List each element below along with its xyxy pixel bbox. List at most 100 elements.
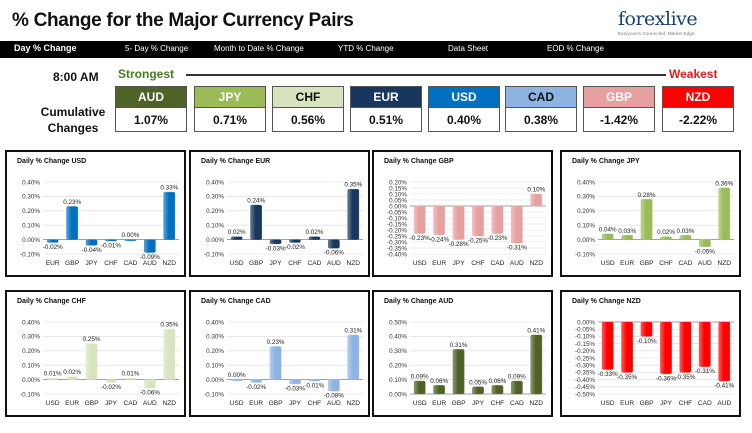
- data-label: -0.02%: [43, 244, 63, 251]
- logo-brand: forexlive: [618, 8, 698, 30]
- x-tick-label: CAD: [307, 260, 321, 267]
- x-tick-label: CHF: [288, 260, 302, 267]
- data-label: -0.31%: [507, 245, 527, 252]
- bar-rect: [144, 379, 156, 389]
- bar-cad: [679, 235, 692, 240]
- bar-cad: [124, 239, 137, 241]
- y-tick-label: -0.30%: [575, 363, 595, 370]
- currency-box-usd: USD 0.40%: [428, 86, 500, 134]
- bar-rect: [452, 349, 465, 395]
- nav-month-to-date[interactable]: Month to Date % Change: [214, 44, 304, 53]
- y-tick-label: -0.35%: [575, 370, 595, 377]
- x-tick-label: EUR: [432, 260, 446, 267]
- y-tick-label: 0.40%: [577, 179, 595, 186]
- data-label: 0.35%: [344, 182, 362, 189]
- bar-jpy: [472, 386, 484, 395]
- currency-value: 0.71%: [194, 108, 266, 132]
- bar-gbp: [250, 204, 262, 240]
- currency-value: 0.56%: [272, 108, 344, 132]
- y-tick-label: 0.00%: [206, 377, 224, 384]
- y-tick-label: -0.50%: [575, 391, 595, 398]
- x-tick-label: EUR: [432, 400, 446, 407]
- bar-rect: [530, 193, 543, 207]
- y-tick-label: 0.05%: [389, 197, 407, 204]
- nav-ytd-change[interactable]: YTD % Change: [338, 44, 394, 53]
- y-tick-label: 0.10%: [389, 377, 407, 384]
- x-tick-label: GBP: [452, 400, 467, 407]
- x-tick-label: CHF: [659, 260, 673, 267]
- y-tick-label: 0.20%: [206, 208, 224, 215]
- currency-name: EUR: [350, 86, 422, 108]
- bar-rect: [621, 235, 633, 240]
- bar-usd: [413, 205, 426, 234]
- bar-rect: [433, 385, 445, 395]
- bar-usd: [601, 321, 614, 370]
- nav-data-sheet[interactable]: Data Sheet: [448, 44, 489, 53]
- chart-panel-2: Daily % Change EUR -0.10% 0.00% 0.10% 0.20% 0…: [189, 150, 370, 277]
- bar-rect: [640, 199, 653, 240]
- bar-cad: [511, 380, 523, 395]
- y-tick-label: 0.50%: [389, 319, 407, 326]
- chart-panel-7: Daily % Change AUD 0.00% 0.10% 0.20% 0.30% 0.…: [372, 290, 553, 417]
- bar-rect: [289, 239, 301, 243]
- bar-rect: [250, 204, 262, 240]
- y-tick-label: -0.20%: [387, 227, 407, 234]
- logo-tagline: Everyone's Connected. Market Edge.: [618, 31, 696, 36]
- y-tick-label: 0.40%: [206, 179, 224, 186]
- currency-value: 0.40%: [428, 108, 500, 132]
- y-tick-label: -0.05%: [387, 209, 407, 216]
- data-label: 0.06%: [488, 378, 506, 385]
- x-tick-label: NZD: [347, 400, 361, 407]
- y-tick-label: -0.45%: [575, 384, 595, 391]
- forexlive-logo[interactable]: forexlive Everyone's Connected. Market E…: [618, 8, 738, 38]
- bar-gbp: [452, 349, 465, 395]
- bar-cad: [308, 236, 321, 240]
- data-label: 0.28%: [638, 192, 656, 199]
- data-label: 0.02%: [305, 229, 323, 236]
- x-tick-label: AUD: [698, 260, 712, 267]
- bar-rect: [601, 321, 614, 370]
- bar-aud: [144, 379, 156, 389]
- bar-gbp: [85, 343, 98, 380]
- nav-day-change[interactable]: Day % Change: [14, 43, 77, 53]
- y-tick-label: -0.15%: [387, 221, 407, 228]
- y-tick-label: 0.15%: [389, 185, 407, 192]
- currency-name: GBP: [583, 86, 655, 108]
- x-tick-label: EUR: [620, 260, 634, 267]
- bar-rect: [250, 379, 262, 383]
- bar-chart: -0.10% 0.00% 0.10% 0.20% 0.30% 0.40% 0.00% USD -…: [204, 319, 363, 407]
- bar-usd: [46, 377, 59, 380]
- data-label: -0.04%: [82, 247, 102, 254]
- bar-rect: [413, 380, 426, 395]
- bar-gbp: [640, 321, 653, 337]
- nav-bar: Day % Change 5- Day % Change Month to Da…: [0, 41, 752, 58]
- bar-rect: [601, 233, 614, 240]
- y-tick-label: 0.00%: [22, 237, 40, 244]
- x-tick-label: USD: [601, 260, 615, 267]
- data-label: -0.09%: [140, 254, 160, 261]
- x-tick-label: JPY: [289, 400, 302, 407]
- bar-nzd: [163, 329, 176, 380]
- data-label: -0.35%: [617, 374, 637, 381]
- nav-eod-change[interactable]: EOD % Change: [547, 44, 604, 53]
- x-tick-label: JPY: [453, 260, 466, 267]
- bar-chart: -0.10% 0.00% 0.10% 0.20% 0.30% 0.40% 0.01% USD 0…: [20, 319, 179, 407]
- currency-box-chf: CHF 0.56%: [272, 86, 344, 134]
- x-tick-label: GBP: [249, 260, 264, 267]
- chart-title: Daily % Change JPY: [572, 158, 640, 165]
- data-label: 0.02%: [657, 229, 675, 236]
- data-label: 0.01%: [121, 371, 139, 378]
- bar-nzd: [163, 191, 176, 240]
- data-label: 0.03%: [676, 228, 694, 235]
- x-tick-label: EUR: [620, 400, 634, 407]
- time-label: 8:00 AM: [53, 70, 99, 84]
- y-tick-label: -0.20%: [575, 348, 595, 355]
- bar-rect: [308, 379, 321, 382]
- bar-rect: [328, 379, 340, 392]
- bar-rect: [699, 321, 711, 367]
- x-tick-label: USD: [413, 260, 427, 267]
- nav-5day-change[interactable]: 5- Day % Change: [125, 44, 189, 53]
- y-tick-label: 0.10%: [206, 363, 224, 370]
- data-label: 0.09%: [411, 374, 429, 381]
- data-label: 0.35%: [160, 322, 178, 329]
